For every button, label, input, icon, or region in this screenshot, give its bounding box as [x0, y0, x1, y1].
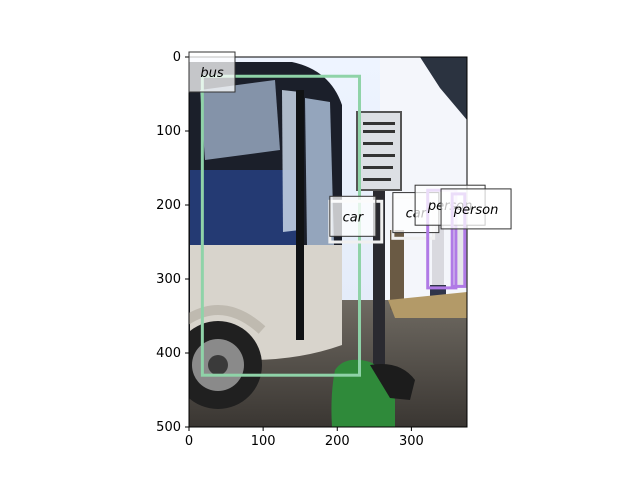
detection-label-box — [188, 51, 236, 93]
y-tick-label: 200 — [156, 198, 181, 213]
x-tick-label: 300 — [399, 434, 424, 449]
x-axis: 0 100 200 300 — [185, 427, 424, 449]
y-tick-label: 100 — [156, 124, 181, 139]
x-tick-label: 100 — [251, 434, 276, 449]
detection-label: bus — [200, 66, 223, 81]
detection-label: person — [453, 203, 499, 218]
detection-label-box — [329, 195, 377, 237]
y-tick-label: 0 — [173, 50, 181, 65]
detection-label: car — [343, 210, 365, 225]
axes-frame — [188, 56, 468, 428]
x-tick-label: 0 — [185, 434, 193, 449]
y-tick-label: 500 — [156, 420, 181, 435]
detection-label-box — [440, 188, 512, 230]
y-tick-label: 400 — [156, 346, 181, 361]
x-tick-label: 200 — [325, 434, 350, 449]
detection-boxes: buscarcarpersonperson — [188, 51, 512, 377]
photo — [189, 57, 467, 427]
y-axis: 0 100 200 300 400 500 — [156, 50, 189, 435]
y-tick-label: 300 — [156, 272, 181, 287]
